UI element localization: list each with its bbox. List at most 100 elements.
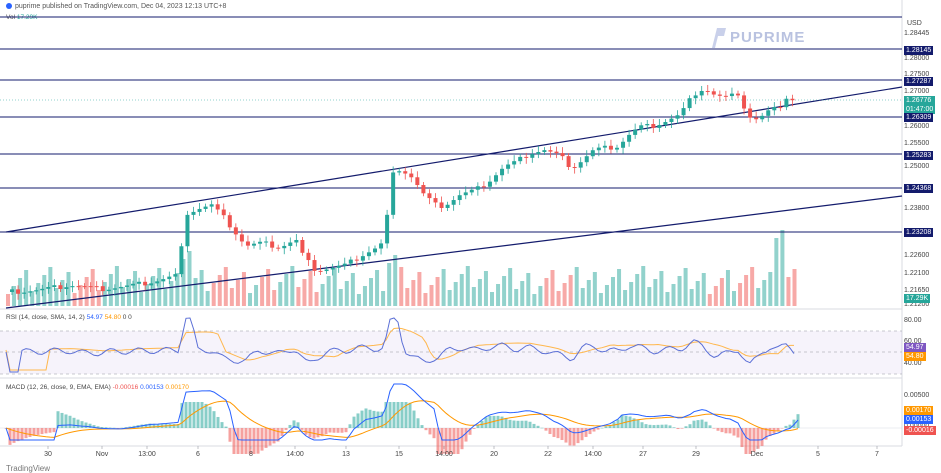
volume-bar bbox=[483, 271, 488, 306]
bar-countdown: 01:47:00 bbox=[906, 106, 934, 113]
candle-body bbox=[173, 274, 178, 277]
volume-bar bbox=[447, 290, 452, 306]
volume-bar bbox=[139, 292, 144, 306]
macd-histogram-bar bbox=[216, 416, 220, 428]
macd-histogram-bar bbox=[796, 414, 800, 428]
level-tag[interactable]: 1.28145 bbox=[904, 46, 934, 55]
level-tag[interactable]: 1.23208 bbox=[904, 228, 934, 237]
volume-bar bbox=[490, 292, 494, 306]
volume-bar bbox=[617, 269, 622, 306]
level-tag[interactable]: 1.25283 bbox=[904, 151, 934, 160]
macd-histogram-bar bbox=[272, 428, 276, 444]
volume-bar bbox=[48, 267, 53, 306]
candle-body bbox=[203, 206, 208, 209]
candle-body bbox=[294, 239, 299, 243]
volume-bar bbox=[598, 293, 603, 306]
candle-body bbox=[239, 234, 244, 242]
candle-body bbox=[748, 108, 753, 118]
macd-title: MACD (12, 26, close, 9, EMA, EMA) bbox=[6, 384, 111, 391]
macd-histogram-bar bbox=[552, 428, 556, 437]
volume-bar bbox=[496, 284, 501, 306]
macd-axis-label: 0.00500 bbox=[904, 392, 930, 399]
macd-histogram-bar bbox=[184, 402, 188, 428]
candle-body bbox=[736, 93, 740, 96]
macd-histogram-bar bbox=[116, 428, 120, 429]
time-axis-label: Dec bbox=[750, 451, 764, 458]
volume-bar bbox=[181, 259, 186, 306]
macd-histogram-bar bbox=[400, 402, 404, 428]
macd-histogram-bar bbox=[724, 428, 728, 434]
candle-body bbox=[790, 98, 795, 101]
level-tag[interactable]: 1.26309 bbox=[904, 113, 934, 122]
macd-histogram-bar bbox=[428, 428, 432, 435]
volume-bar bbox=[133, 271, 138, 306]
candle-body bbox=[288, 242, 293, 246]
volume-bar bbox=[411, 280, 416, 306]
candle-body bbox=[457, 195, 462, 201]
macd-histogram-bar bbox=[292, 420, 296, 428]
rsi-sma-value: 54.80 bbox=[104, 314, 121, 321]
volume-bar bbox=[169, 281, 174, 306]
volume-bar bbox=[514, 289, 519, 306]
volume-bar bbox=[471, 287, 476, 306]
price-axis-label: 1.28445 bbox=[904, 30, 930, 37]
candle-body bbox=[772, 107, 777, 111]
volume-bar bbox=[538, 286, 543, 306]
macd-histogram-bar bbox=[672, 427, 676, 428]
volume-bar bbox=[592, 272, 597, 306]
macd-legend[interactable]: MACD (12, 26, close, 9, EMA, EMA) -0.000… bbox=[6, 384, 189, 391]
macd-value: 0.00153 bbox=[140, 384, 164, 391]
candle-body bbox=[318, 270, 323, 272]
macd-histogram-bar bbox=[788, 424, 792, 428]
macd-histogram-bar bbox=[688, 424, 692, 428]
candle-body bbox=[342, 263, 347, 266]
candle-body bbox=[360, 256, 365, 261]
volume-bar bbox=[314, 292, 319, 306]
volume-bar bbox=[344, 281, 349, 306]
level-tag[interactable]: 1.27287 bbox=[904, 77, 934, 86]
volume-bar bbox=[653, 279, 658, 306]
macd-histogram-bar bbox=[356, 413, 360, 428]
macd-signal-value: 0.00170 bbox=[165, 384, 189, 391]
macd-histogram-bar bbox=[284, 428, 288, 431]
volume-bar bbox=[629, 282, 634, 306]
candle-body bbox=[663, 122, 668, 125]
macd-histogram-bar bbox=[36, 428, 40, 435]
macd-histogram-bar bbox=[544, 428, 548, 431]
candle-body bbox=[754, 117, 759, 120]
macd-histogram-bar bbox=[660, 424, 664, 428]
macd-histogram-bar bbox=[212, 411, 216, 428]
candle-body bbox=[590, 150, 595, 157]
rsi-legend[interactable]: RSI (14, close, SMA, 14, 2) 54.97 54.80 … bbox=[6, 314, 132, 321]
volume-bar bbox=[695, 281, 700, 306]
candle-body bbox=[784, 98, 789, 108]
candle-body bbox=[469, 189, 474, 193]
macd-histogram-bar bbox=[48, 428, 52, 433]
time-axis-label: 14:00 bbox=[435, 451, 453, 458]
level-tag[interactable]: 1.24368 bbox=[904, 184, 934, 193]
macd-histogram-bar bbox=[204, 403, 208, 428]
volume-bar bbox=[423, 293, 428, 306]
candle-body bbox=[167, 276, 172, 280]
candle-body bbox=[621, 141, 626, 148]
volume-bar bbox=[266, 269, 271, 306]
volume-bar bbox=[326, 276, 331, 306]
price-axis-label: 1.25000 bbox=[904, 163, 930, 170]
price-axis-label: 1.23800 bbox=[904, 205, 930, 212]
volume-bar bbox=[417, 272, 422, 306]
candle-body bbox=[627, 134, 632, 142]
candle-body bbox=[705, 90, 710, 92]
time-axis-label: Nov bbox=[95, 451, 109, 458]
price-axis-label: 1.22600 bbox=[904, 252, 930, 259]
macd-histogram-bar bbox=[144, 424, 148, 428]
candle-body bbox=[131, 283, 135, 286]
volume-bar bbox=[532, 294, 537, 306]
macd-histogram-bar bbox=[396, 402, 400, 428]
macd-histogram-bar bbox=[736, 428, 740, 438]
price-axis-label: 1.28000 bbox=[904, 55, 930, 62]
candle-body bbox=[379, 243, 384, 249]
candle-body bbox=[88, 286, 93, 288]
macd-histogram-bar bbox=[376, 411, 380, 428]
volume-bar bbox=[356, 294, 361, 306]
